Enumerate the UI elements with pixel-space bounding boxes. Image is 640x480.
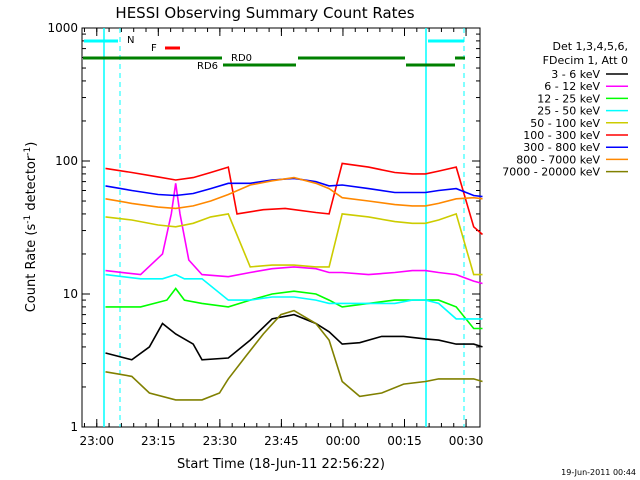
y-axis-label-end: )	[24, 142, 39, 147]
legend-label: 25 - 50 keV	[537, 105, 600, 118]
x-tick-label: 00:30	[449, 434, 484, 448]
y-tick-label: 1000	[47, 21, 78, 35]
legend-label: 100 - 300 keV	[523, 129, 600, 142]
x-tick-label: 00:00	[326, 434, 361, 448]
series-line-7	[105, 176, 483, 210]
y-tick-label: 10	[63, 287, 78, 301]
night-label: N	[127, 35, 134, 46]
legend-header-line-2: FDecim 1, Att 0	[543, 54, 628, 67]
flare-label: F	[151, 43, 157, 54]
observing-annotations: N F RD0 RD6	[83, 28, 465, 427]
legend-label: 3 - 6 keV	[551, 68, 600, 81]
y-tick-label: 100	[55, 154, 78, 168]
rd0-label: RD0	[231, 53, 252, 64]
y-tick-label: 1	[70, 420, 78, 434]
legend-label: 50 - 100 keV	[530, 117, 600, 130]
series-line-3	[105, 273, 483, 320]
legend-header-line-1: Det 1,3,4,5,6,	[552, 40, 628, 53]
y-axis-label-main: Count Rate (s	[24, 224, 39, 313]
axis-ticks	[82, 27, 480, 428]
rd6-label: RD6	[197, 61, 218, 72]
series-line-8	[105, 309, 483, 401]
series-line-4	[105, 212, 483, 276]
plot-frame	[81, 27, 481, 428]
legend-label: 6 - 12 keV	[544, 80, 600, 93]
series-line-1	[105, 183, 483, 285]
series-line-5	[105, 162, 484, 236]
y-tick-labels: 1 10 100 1000	[47, 21, 78, 434]
x-tick-labels: 23:00 23:15 23:30 23:45 00:00 00:15 00:30	[79, 434, 483, 448]
series-line-2	[105, 287, 483, 330]
x-tick-label: 00:15	[387, 434, 422, 448]
legend-label: 300 - 800 keV	[523, 141, 600, 154]
series-layer	[105, 162, 484, 401]
timestamp: 19-Jun-2011 00:44	[561, 468, 636, 477]
x-tick-label: 23:15	[141, 434, 176, 448]
legend-label: 7000 - 20000 keV	[502, 166, 600, 179]
series-line-6	[105, 177, 483, 198]
x-tick-label: 23:00	[79, 434, 114, 448]
legend-label: 800 - 7000 keV	[516, 153, 600, 166]
y-axis-label: Count Rate (s-1 detector-1)	[23, 142, 39, 313]
x-axis-label: Start Time (18-Jun-11 22:56:22)	[177, 457, 385, 472]
series-line-0	[105, 313, 483, 361]
y-axis-label-sup: -1	[23, 215, 33, 224]
chart-title: HESSI Observing Summary Count Rates	[115, 4, 414, 22]
x-tick-label: 23:45	[264, 434, 299, 448]
legend-label: 12 - 25 keV	[537, 92, 600, 105]
y-axis-label-sup2: -1	[23, 147, 33, 156]
y-axis-label-tail: detector	[24, 155, 39, 215]
x-tick-label: 23:30	[203, 434, 238, 448]
